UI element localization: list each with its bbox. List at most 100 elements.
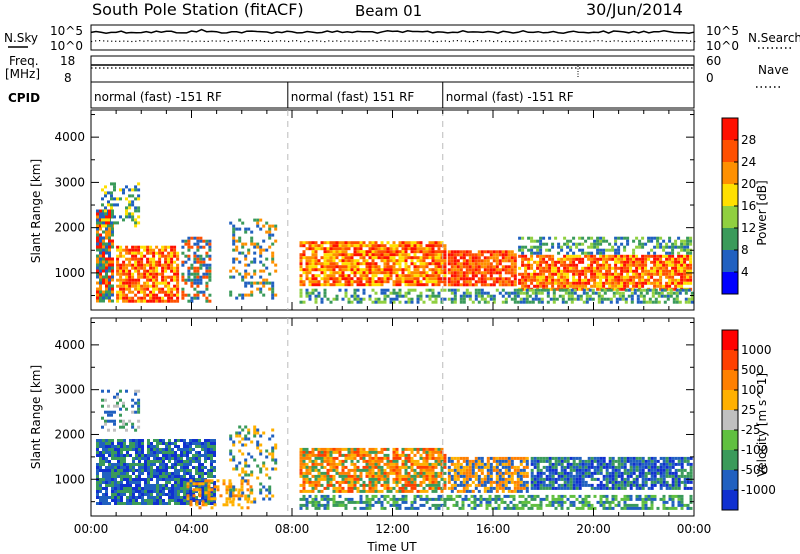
scatter-cell <box>368 506 372 510</box>
scatter-cell <box>105 293 108 297</box>
scatter-cell <box>96 218 99 222</box>
scatter-cell <box>305 447 309 451</box>
scatter-cell <box>305 471 309 475</box>
scatter-cell <box>105 260 108 264</box>
scatter-cell <box>407 265 411 269</box>
scatter-cell <box>507 294 511 298</box>
scatter-cell <box>486 283 490 287</box>
scatter-cell <box>650 281 654 285</box>
scatter-cell <box>626 236 630 240</box>
scatter-cell <box>152 260 156 264</box>
scatter-cell <box>410 241 414 245</box>
scatter-cell <box>368 456 372 460</box>
scatter-cell <box>192 482 196 486</box>
scatter-cell <box>434 271 438 275</box>
scatter-cell <box>437 274 441 278</box>
scatter-cell <box>161 263 165 267</box>
scatter-cell <box>189 479 193 483</box>
scatter-cell <box>105 290 108 294</box>
scatter-cell <box>614 275 618 279</box>
scatter-cell <box>99 221 102 225</box>
scatter-cell <box>566 269 570 273</box>
scatter-cell <box>155 260 159 264</box>
scatter-cell <box>419 494 423 498</box>
scatter-cell <box>181 296 185 300</box>
scatter-cell <box>480 297 484 301</box>
scatter-cell <box>581 266 585 270</box>
scatter-cell <box>513 253 517 257</box>
scatter-cell <box>683 275 687 279</box>
scatter-cell <box>389 253 393 257</box>
scatter-cell <box>183 475 186 478</box>
scatter-cell <box>449 497 453 501</box>
scatter-cell <box>229 491 233 495</box>
scatter-cell <box>229 221 233 225</box>
scatter-cell <box>428 497 432 501</box>
scatter-cell <box>569 284 573 288</box>
scatter-cell <box>404 447 408 451</box>
scatter-cell <box>123 487 126 490</box>
scatter-cell <box>510 283 514 287</box>
scatter-cell <box>525 288 529 292</box>
scatter-cell <box>591 288 595 292</box>
scatter-cell <box>299 300 303 304</box>
scatter-cell <box>180 484 183 487</box>
scatter-cell <box>522 291 526 295</box>
scatter-cell <box>111 227 114 231</box>
scatter-cell <box>165 493 168 496</box>
scatter-cell <box>398 486 402 490</box>
scatter-cell <box>477 253 481 257</box>
scatter-cell <box>386 259 390 263</box>
scatter-cell <box>241 452 245 456</box>
scatter-cell <box>525 300 529 304</box>
scatter-cell <box>602 494 606 498</box>
scatter-cell <box>510 297 514 301</box>
scatter-cell <box>587 503 591 507</box>
scatter-cell <box>437 280 441 284</box>
scatter-cell <box>440 259 444 263</box>
scatter-cell <box>407 241 411 245</box>
scatter-cell <box>173 254 177 258</box>
scatter-cell <box>689 239 693 243</box>
scatter-cell <box>425 253 429 257</box>
scatter-cell <box>401 477 405 481</box>
scatter-cell <box>557 497 561 501</box>
scatter-cell <box>174 496 177 499</box>
scatter-cell <box>554 236 558 240</box>
scatter-cell <box>341 500 345 504</box>
scatter-cell <box>105 484 108 487</box>
scatter-cell <box>329 268 333 272</box>
scatter-cell <box>474 291 478 295</box>
scatter-cell <box>265 230 269 234</box>
scatter-cell <box>641 263 645 267</box>
scatter-cell <box>599 287 603 291</box>
scatter-cell <box>193 287 197 291</box>
scatter-cell <box>590 284 594 288</box>
scatter-cell <box>141 469 144 472</box>
scatter-cell <box>477 300 481 304</box>
scatter-cell <box>371 480 375 484</box>
scatter-cell <box>125 197 128 201</box>
scatter-cell <box>626 254 630 258</box>
scatter-cell <box>365 506 369 510</box>
scatter-cell <box>377 462 381 466</box>
scatter-cell <box>111 496 114 499</box>
scatter-cell <box>241 428 245 432</box>
scatter-cell <box>483 256 487 260</box>
scatter-cell <box>308 500 312 504</box>
scatter-cell <box>590 257 594 261</box>
scatter-cell <box>410 259 414 263</box>
scatter-cell <box>507 256 511 260</box>
scatter-cell <box>644 269 648 273</box>
noise-search-dot <box>183 40 185 42</box>
scatter-cell <box>173 275 177 279</box>
scatter-cell <box>527 275 531 279</box>
scatter-cell <box>344 259 348 263</box>
scatter-cell <box>117 454 120 457</box>
scatter-cell <box>317 456 321 460</box>
scatter-cell <box>486 256 490 260</box>
scatter-cell <box>187 293 191 297</box>
scatter-cell <box>123 493 126 496</box>
scatter-cell <box>323 474 327 478</box>
scatter-cell <box>431 486 435 490</box>
